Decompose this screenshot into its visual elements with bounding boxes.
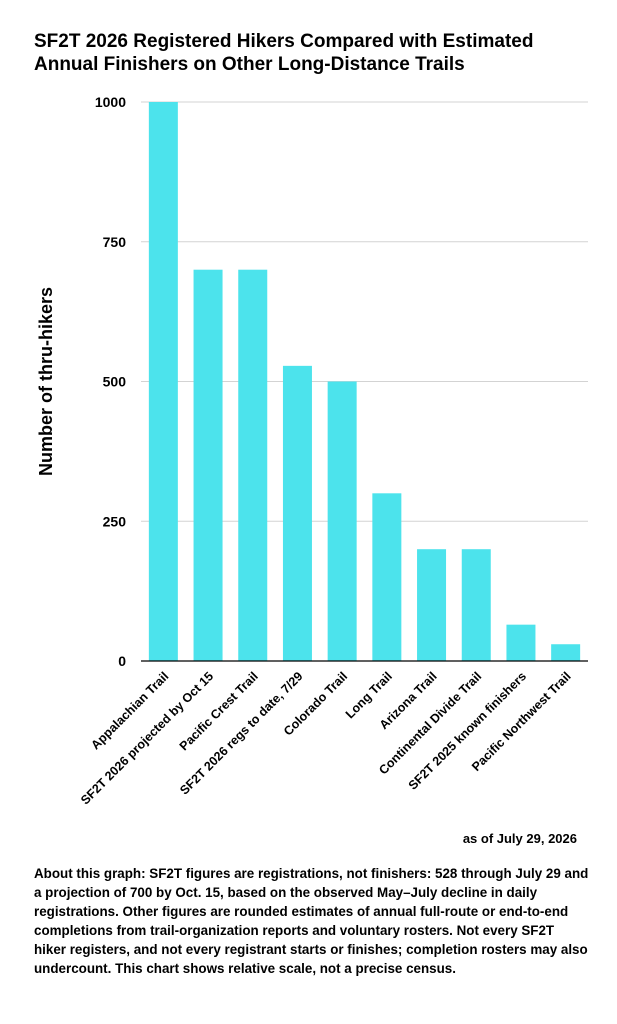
y-tick-label: 250 — [103, 513, 127, 529]
y-tick-label: 0 — [118, 653, 126, 669]
chart-title: SF2T 2026 Registered Hikers Compared wit… — [34, 30, 594, 76]
bar — [148, 102, 178, 661]
bar — [551, 644, 581, 661]
bar — [327, 381, 357, 661]
bar — [238, 269, 268, 661]
y-tick-label: 750 — [103, 234, 127, 250]
x-tick-label: Appalachian Trail — [88, 669, 171, 752]
bar — [417, 549, 447, 661]
bar — [372, 493, 402, 661]
x-tick-label: Pacific Crest Trail — [177, 669, 261, 753]
y-axis-label: Number of thru-hikers — [36, 287, 56, 476]
chart-title-line-1: SF2T 2026 Registered Hikers Compared wit… — [34, 31, 534, 52]
y-tick-label: 1000 — [95, 94, 126, 110]
as-of-date: as of July 29, 2026 — [462, 831, 577, 846]
bar — [506, 624, 536, 661]
chart-title-line-2: Annual Finishers on Other Long-Distance … — [34, 54, 465, 75]
bar — [461, 549, 491, 661]
about-graph-note: About this graph: SF2T figures are regis… — [34, 866, 589, 976]
y-tick-label: 500 — [103, 374, 127, 390]
bar — [282, 365, 312, 661]
bar — [193, 269, 223, 661]
